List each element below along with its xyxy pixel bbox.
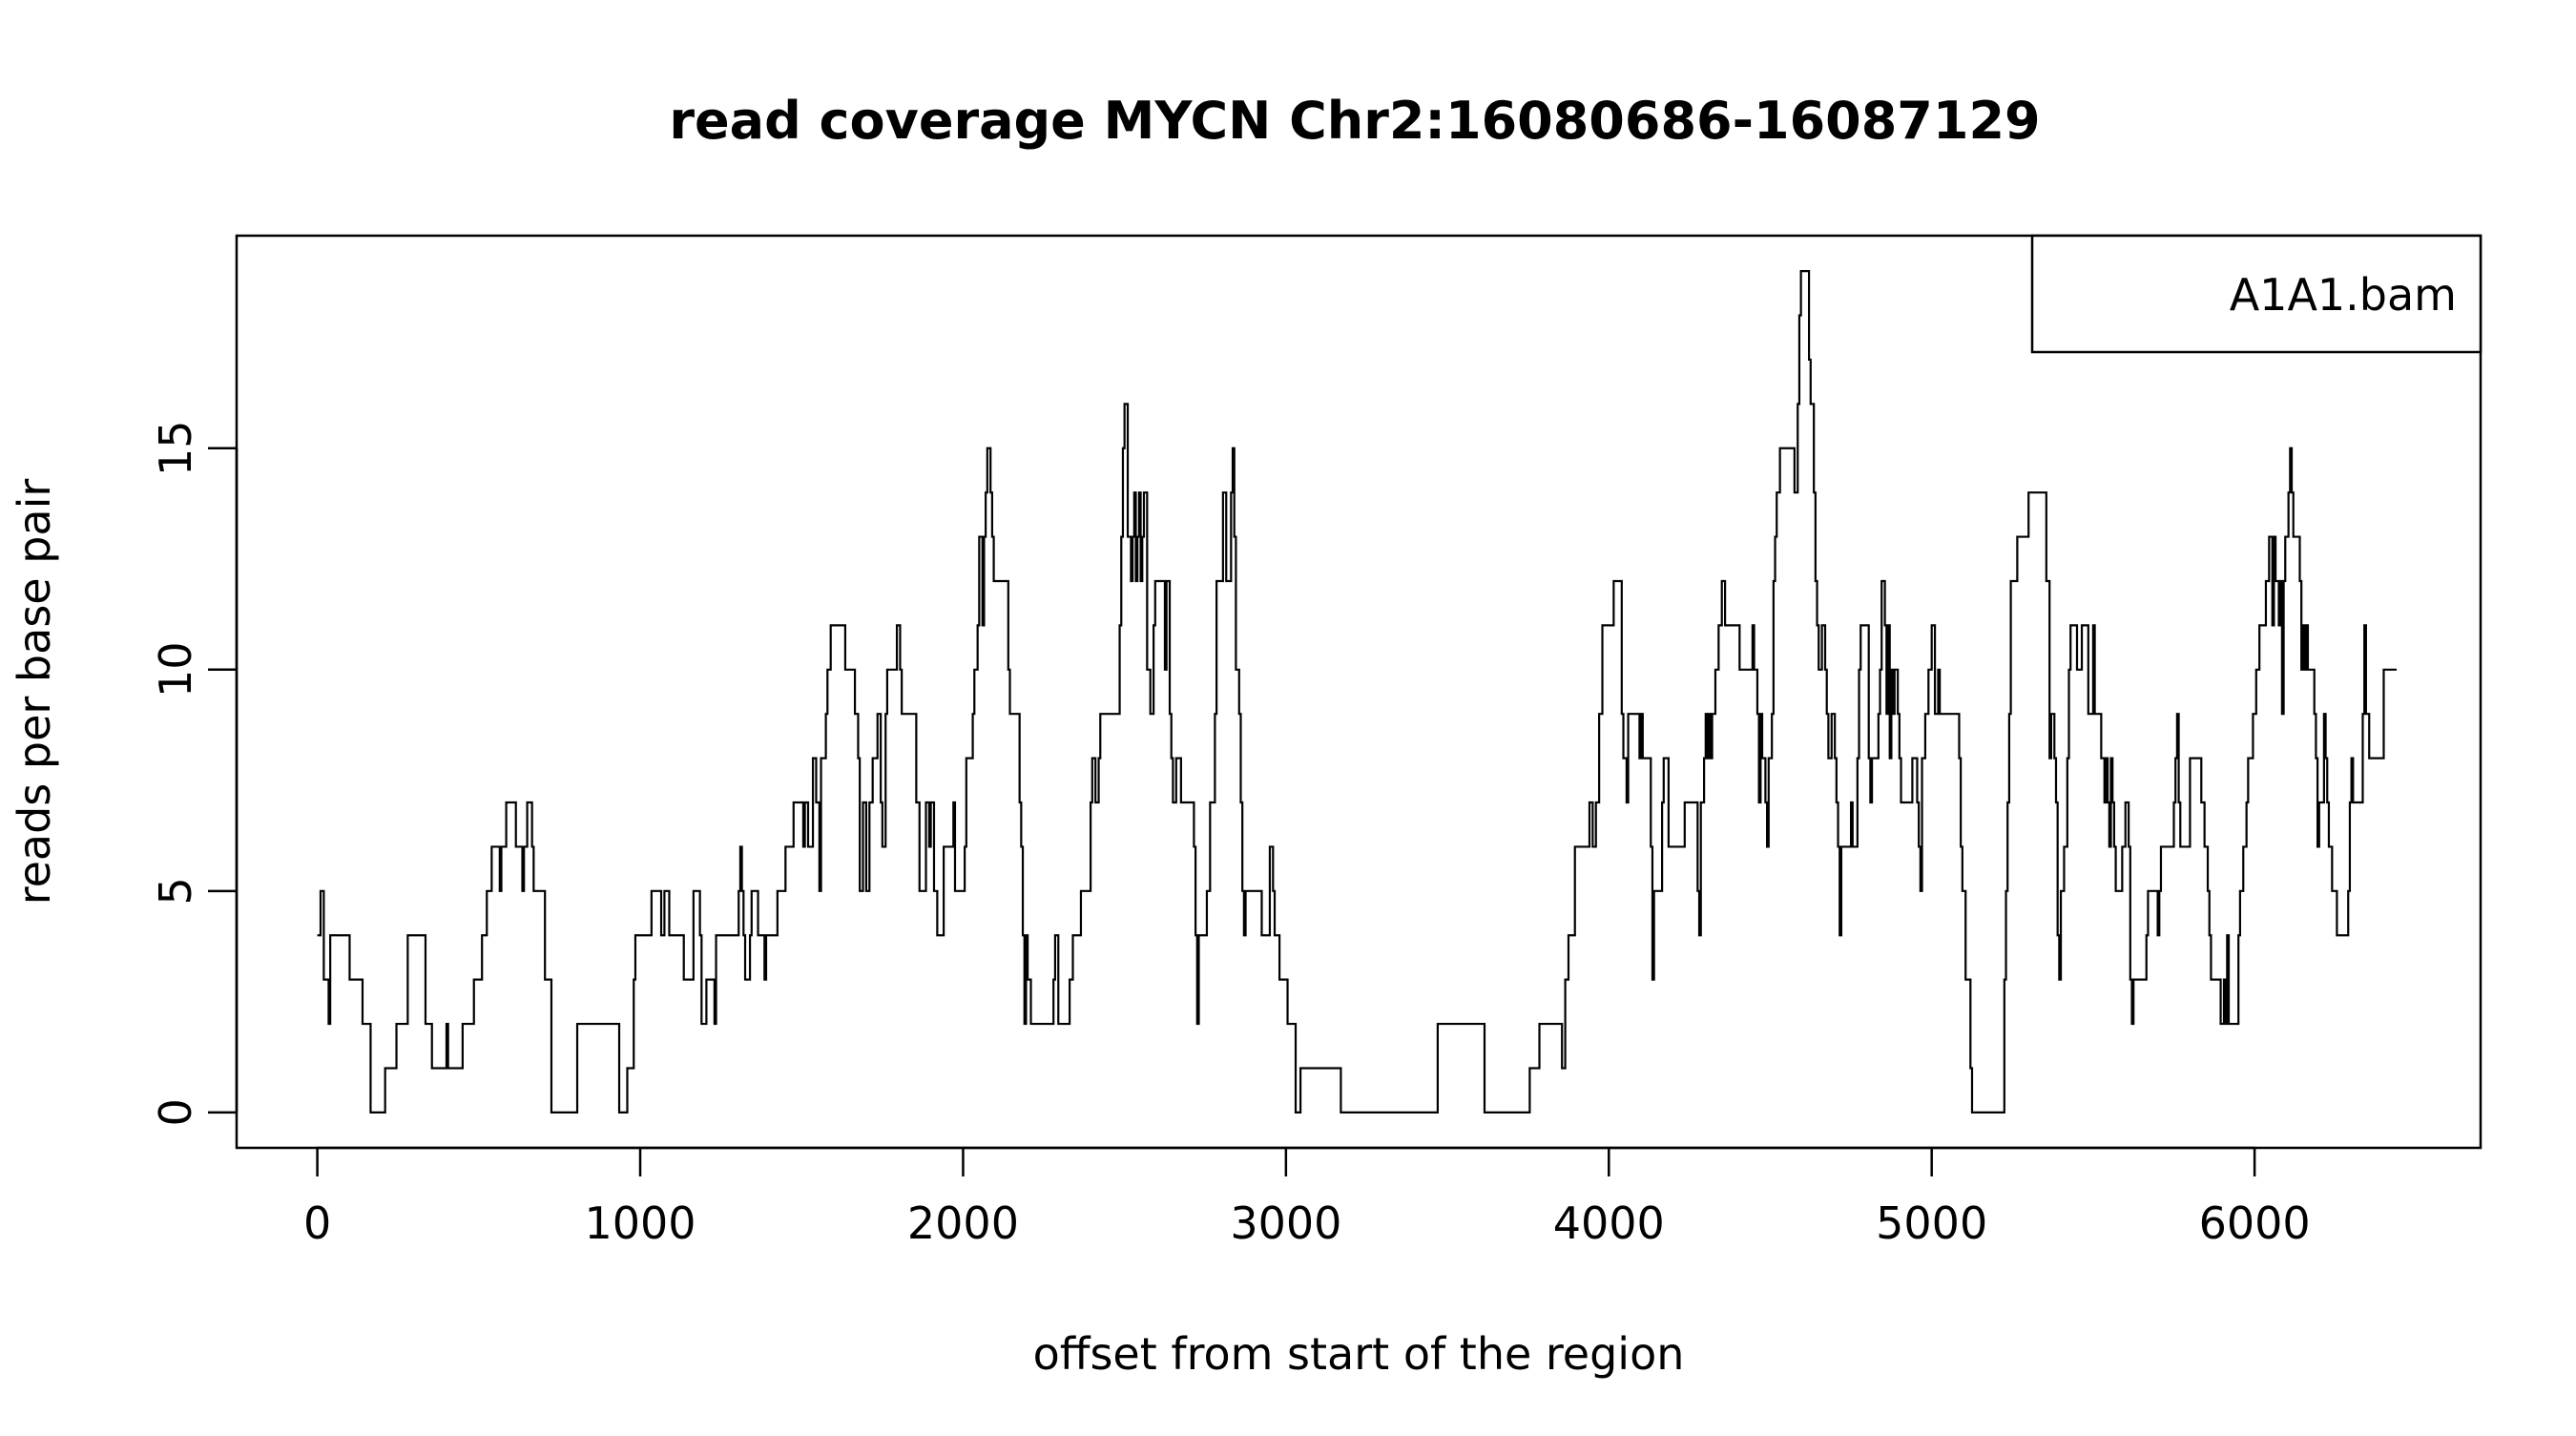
x-tick-label: 5000 xyxy=(1876,1197,1987,1249)
y-tick-label: 0 xyxy=(150,1098,201,1126)
legend-entry: A1A1.bam xyxy=(2230,269,2457,321)
x-axis-label: offset from start of the region xyxy=(1033,1328,1685,1380)
plot-frame xyxy=(235,234,2483,1150)
series-line xyxy=(317,270,2398,1113)
y-tick-label: 10 xyxy=(150,642,201,698)
x-tick-label: 1000 xyxy=(584,1197,696,1249)
x-axis: 0 1000 2000 3000 4000 5000 6000 xyxy=(303,1146,2311,1249)
legend-box xyxy=(2030,234,2483,354)
x-tick-label: 0 xyxy=(303,1197,331,1249)
series-group xyxy=(317,270,2398,1113)
x-tick-label: 6000 xyxy=(2199,1197,2311,1249)
legend: A1A1.bam xyxy=(2030,234,2483,354)
y-axis: 0 5 10 15 xyxy=(150,420,239,1127)
x-tick-label: 4000 xyxy=(1553,1197,1665,1249)
y-axis-label: reads per base pair xyxy=(9,479,60,905)
x-tick-label: 3000 xyxy=(1230,1197,1341,1249)
chart-title: read coverage MYCN Chr2:16080686-1608712… xyxy=(669,91,2040,151)
y-tick-label: 5 xyxy=(150,877,201,905)
x-tick-label: 2000 xyxy=(907,1197,1019,1249)
y-tick-label: 15 xyxy=(150,420,201,476)
